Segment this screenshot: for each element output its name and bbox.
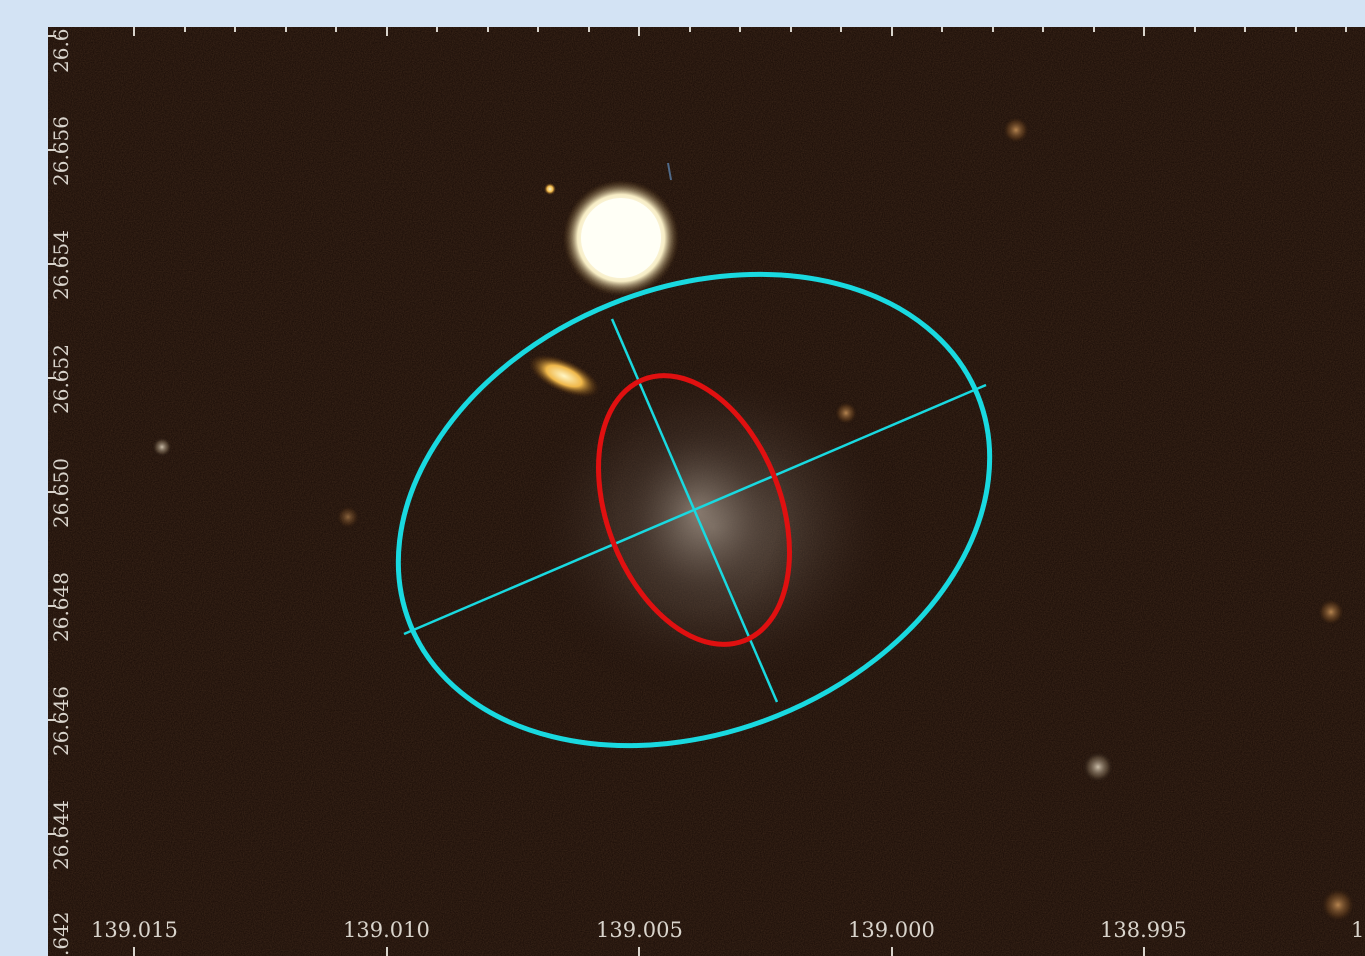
faint-source (1002, 116, 1030, 144)
faint-source (544, 183, 556, 195)
faint-streak (667, 162, 672, 181)
faint-source (834, 401, 858, 425)
inner-aperture-ellipse (596, 373, 792, 647)
top-ticks (133, 27, 1347, 36)
left-ticks (48, 35, 56, 835)
target-galaxy-core (618, 417, 778, 607)
y-tick-label: 26.648 (49, 572, 73, 642)
y-tick-label: 26.646 (49, 686, 73, 756)
bright-star-core (581, 198, 661, 278)
faint-source (1320, 887, 1356, 923)
x-tick-label: 1 (1351, 918, 1364, 942)
faint-source (152, 437, 172, 457)
y-tick-label: 26.6 (49, 28, 73, 73)
x-tick-label: 139.010 (343, 918, 430, 942)
y-tick-label: 26.656 (49, 116, 73, 186)
faint-source (1317, 598, 1345, 626)
sky-image-viewer[interactable]: 139.015 139.010 139.005 139.000 138.995 … (48, 27, 1365, 956)
faint-source (1082, 751, 1114, 783)
bottom-ticks (133, 947, 1145, 956)
small-yellow-galaxy (528, 354, 600, 398)
x-tick-label: 139.000 (848, 918, 935, 942)
x-tick-label: 139.015 (91, 918, 178, 942)
y-tick-label: .642 (49, 911, 73, 956)
y-tick-label: 26.652 (49, 344, 73, 414)
sky-image-canvas: 139.015 139.010 139.005 139.000 138.995 … (48, 27, 1365, 956)
outer-aperture-ellipse (395, 271, 993, 749)
x-tick-label: 138.995 (1100, 918, 1187, 942)
faint-source (336, 505, 360, 529)
y-tick-label: 26.644 (49, 800, 73, 870)
y-tick-label: 26.650 (49, 458, 73, 528)
x-tick-label: 139.005 (596, 918, 683, 942)
y-tick-label: 26.654 (49, 230, 73, 300)
